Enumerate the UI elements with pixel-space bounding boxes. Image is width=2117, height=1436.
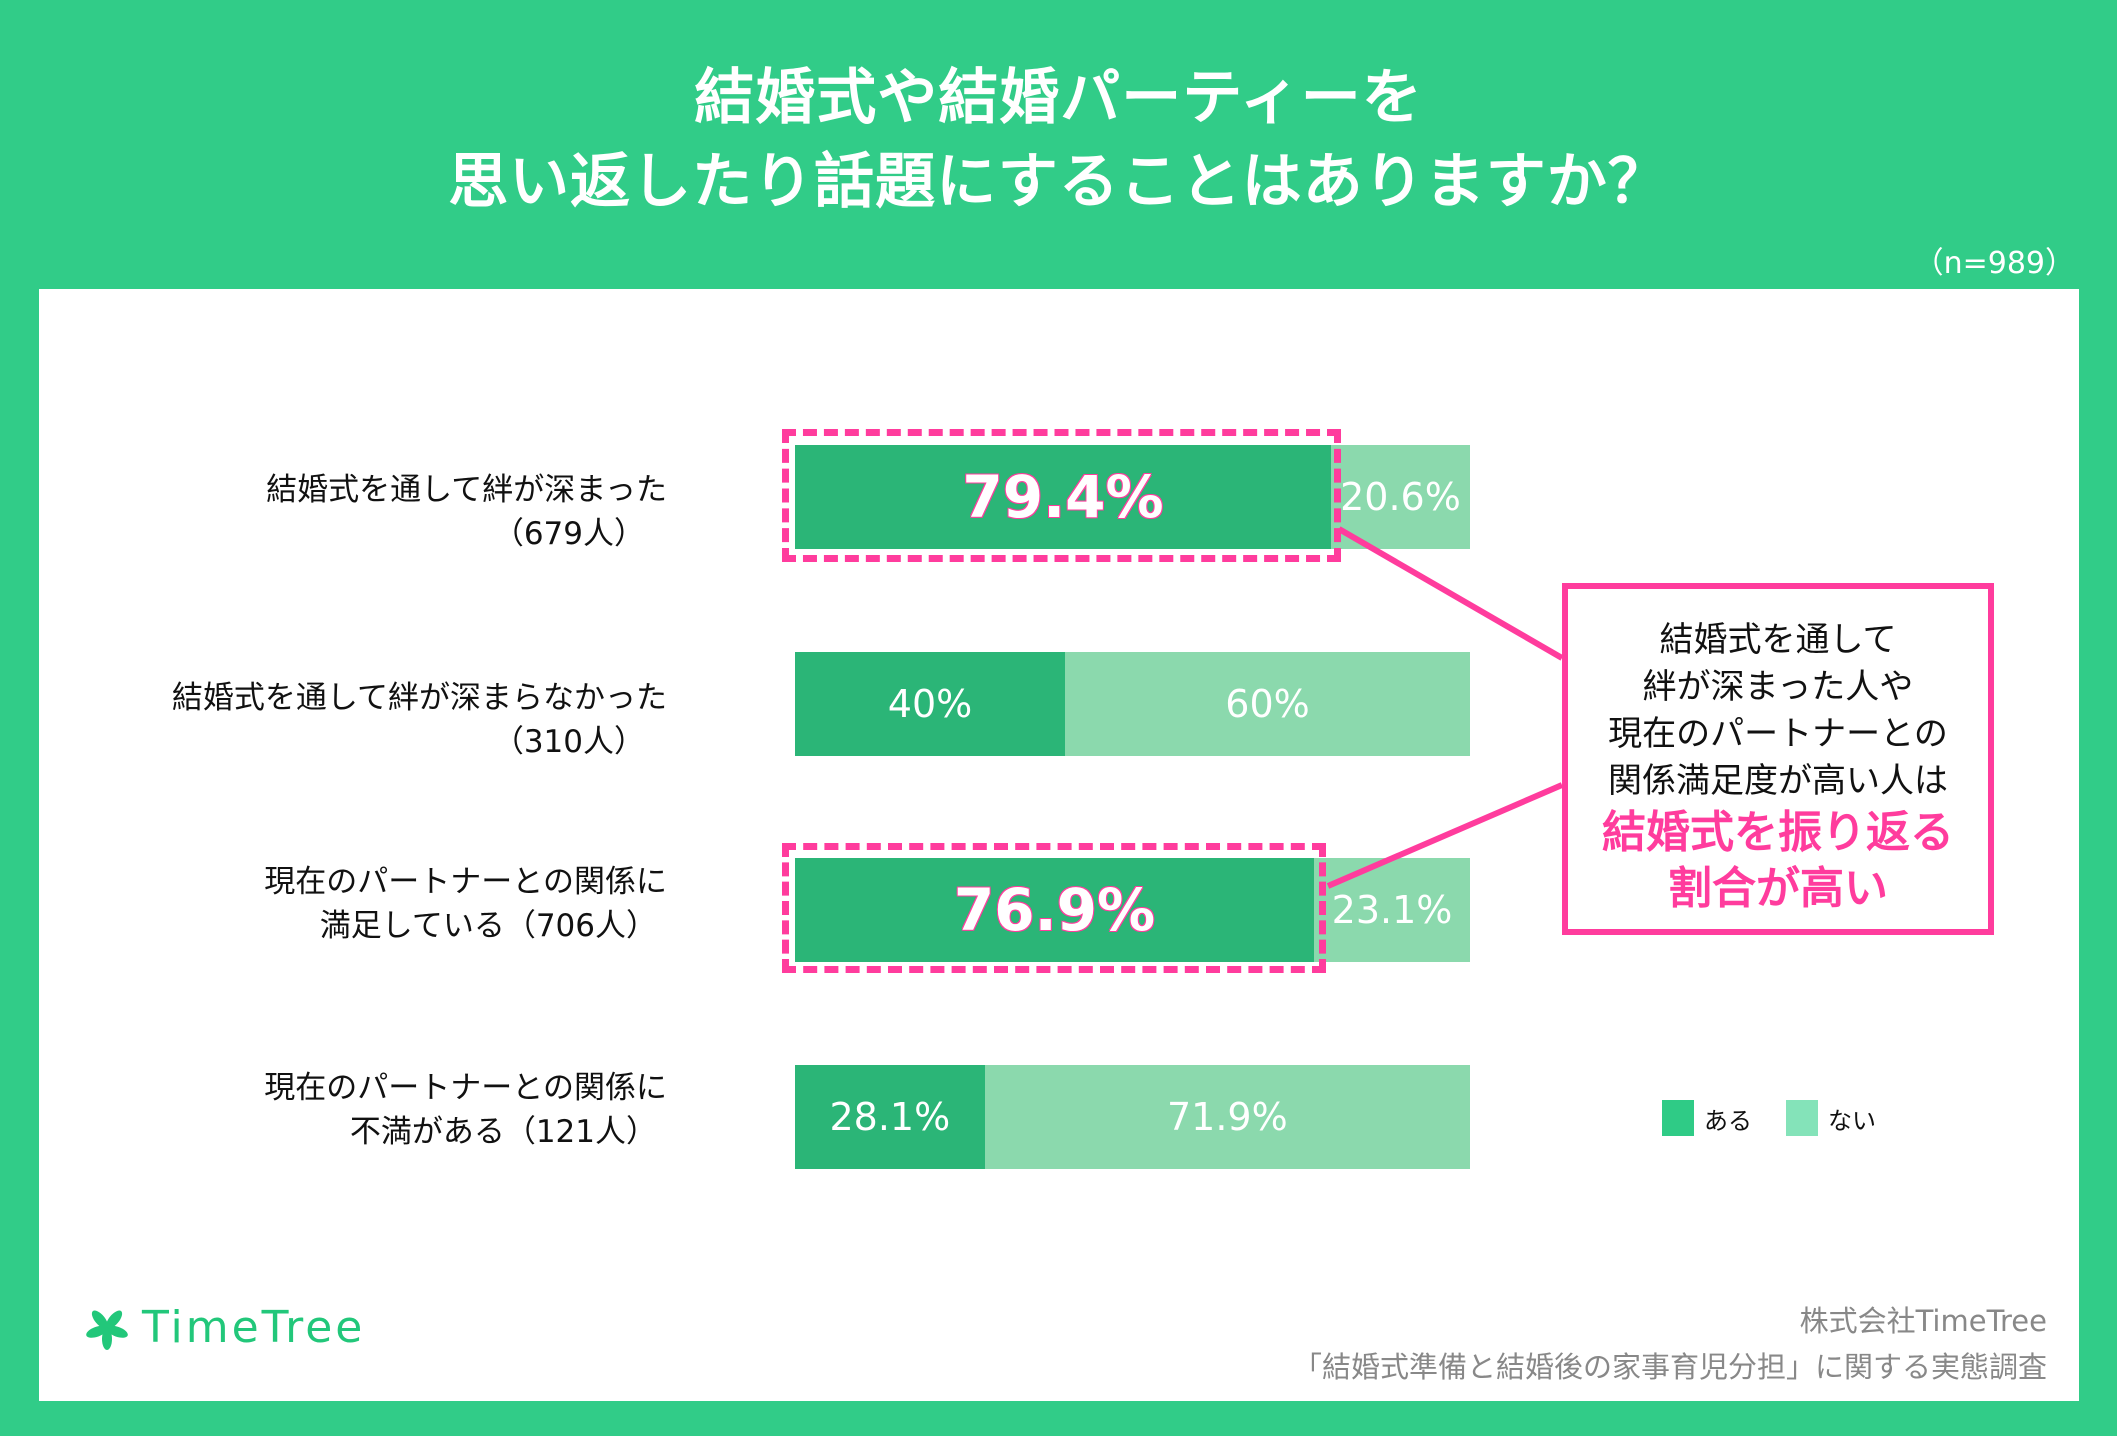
- row-label-4: 現在のパートナーとの関係に 不満がある（121人）: [264, 1066, 667, 1154]
- sample-size: （n=989）: [1913, 246, 2075, 281]
- chart-title: 結婚式や結婚パーティーを 思い返したり話題にすることはありますか？: [0, 56, 2117, 224]
- bar-yes: 76.9%: [795, 858, 1315, 962]
- row-label-line: 結婚式を通して絆が深まった: [266, 472, 667, 508]
- legend-swatch-no: [1786, 1100, 1818, 1136]
- callout-line-4: 関係満足度が高い人は: [1608, 761, 1948, 801]
- bar-row-4: 28.1% 71.9%: [795, 1065, 1470, 1169]
- row-label-count: 不満がある（121人）: [349, 1114, 657, 1150]
- row-label-2: 結婚式を通して絆が深まらなかった （310人）: [172, 676, 667, 764]
- logo-text: TimeTree: [142, 1302, 366, 1353]
- bar-no: 23.1%: [1314, 858, 1470, 962]
- row-label-3: 現在のパートナーとの関係に 満足している（706人）: [264, 860, 667, 948]
- title-line-2: 思い返したり話題にすることはありますか？: [448, 147, 1669, 217]
- leaf-icon: [86, 1310, 128, 1350]
- highlight-box-1: [782, 429, 1341, 562]
- bar-yes: 28.1%: [795, 1065, 985, 1169]
- timetree-logo: TimeTree: [84, 1302, 365, 1353]
- bar-row-1: 79.4% 20.6%: [795, 445, 1470, 549]
- bar-row-2: 40% 60%: [795, 652, 1470, 756]
- row-label-count: （310人）: [492, 724, 645, 760]
- callout-highlight-1: 結婚式を振り返る: [1602, 807, 1954, 858]
- survey-credit: 「結婚式準備と結婚後の家事育児分担」に関する実態調査: [1292, 1350, 2047, 1384]
- row-label-line: 結婚式を通して絆が深まらなかった: [171, 680, 667, 716]
- bar-yes: 79.4%: [795, 445, 1331, 549]
- callout-line-1: 結婚式を通して: [1659, 620, 1897, 660]
- bar-no: 71.9%: [984, 1065, 1470, 1169]
- row-label-line: 現在のパートナーとの関係に: [264, 864, 667, 900]
- bar-yes: 40%: [795, 652, 1065, 756]
- legend-item-yes: ある: [1662, 1100, 1752, 1136]
- callout-line-3: 現在のパートナーとの: [1608, 714, 1948, 754]
- company-credit: 株式会社TimeTree: [1799, 1304, 2047, 1338]
- row-label-count: 満足している（706人）: [319, 908, 657, 944]
- bar-row-3: 76.9% 23.1%: [795, 858, 1470, 962]
- callout-line-2: 絆が深まった人や: [1642, 667, 1914, 707]
- bar-no: 60%: [1065, 652, 1470, 756]
- legend: ある ない: [1662, 1100, 1910, 1136]
- bar-no: 20.6%: [1330, 445, 1470, 549]
- callout-box: 結婚式を通して 絆が深まった人や 現在のパートナーとの 関係満足度が高い人は 結…: [1562, 583, 1994, 935]
- legend-label-no: ない: [1828, 1106, 1876, 1135]
- row-label-count: （679人）: [492, 516, 645, 552]
- row-label-line: 現在のパートナーとの関係に: [264, 1070, 667, 1106]
- legend-item-no: ない: [1786, 1100, 1876, 1136]
- callout-highlight-2: 割合が高い: [1668, 863, 1888, 914]
- title-line-1: 結婚式や結婚パーティーを: [694, 63, 1423, 133]
- row-label-1: 結婚式を通して絆が深まった （679人）: [266, 468, 667, 556]
- legend-swatch-yes: [1662, 1100, 1694, 1136]
- legend-label-yes: ある: [1704, 1106, 1752, 1135]
- highlight-box-2: [782, 843, 1326, 973]
